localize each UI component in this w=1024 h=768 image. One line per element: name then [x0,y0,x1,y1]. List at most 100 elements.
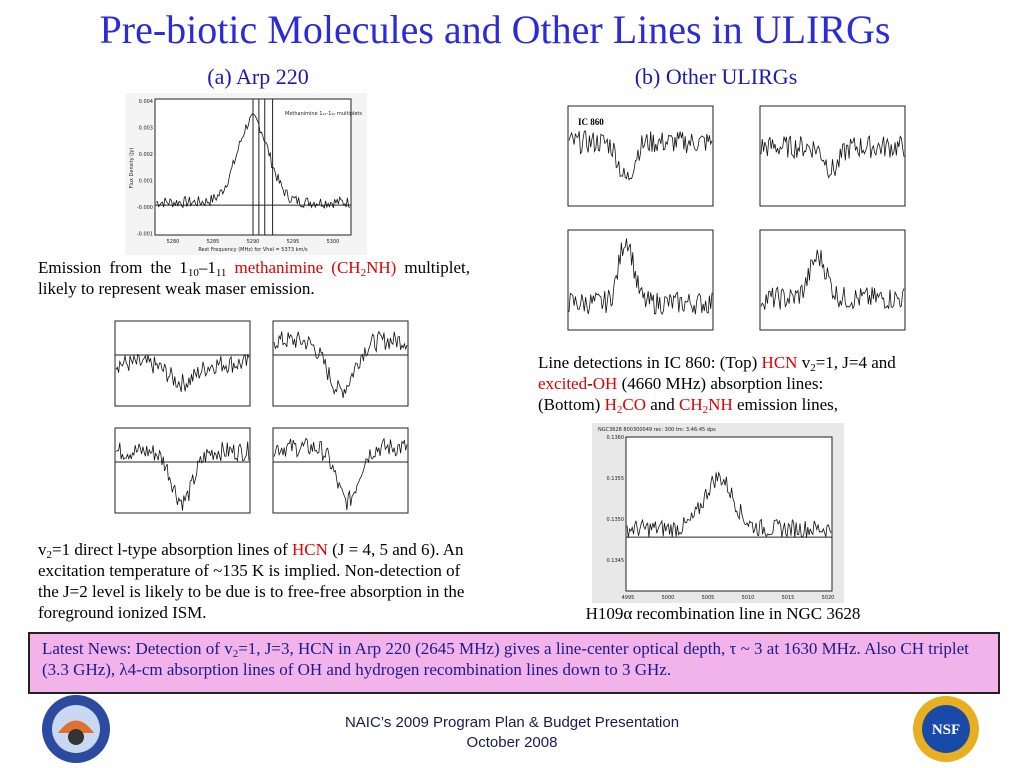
section-label: (a) Arp 220 [207,64,309,89]
axis-label: Flux Density (Jy) [129,147,135,188]
text-segment: NH [708,395,733,414]
tick-label: 0.1350 [607,517,625,523]
text-segment: 2 [46,549,53,561]
plot-frame [625,436,833,592]
naic-logo [42,695,110,763]
caption-line: excited-OH (4660 MHz) absorption lines: [538,373,978,394]
text-segment: excited [538,374,588,393]
spectrum-trace [568,238,713,315]
text-segment: NH) [366,258,397,277]
plot-header: NGC3628 800300049 rec: 300 tm: 3:46:45 d… [598,427,716,433]
tick-label: 0.004 [139,99,153,105]
caption-line: (Bottom) H2CO and CH2NH emission lines, [538,394,978,416]
axis-label: Rest Frequency (MHz) for Vhel = 5373 km/… [198,247,308,253]
tick-label: 5010 [742,595,755,601]
text-segment: (4660 MHz) absorption lines: [617,374,824,393]
text-segment: OH [592,374,618,393]
tick-label: 0.002 [139,152,153,158]
text-segment: H [604,395,617,414]
nsf-logo: NSF [913,696,979,762]
arp220-spectrum: Methanimine 1₁₁-1₁₀ multiplets 0.004 0.003… [125,93,367,255]
text-segment: - [587,374,593,393]
tick-label: 5005 [702,595,715,601]
tick-label: 5020 [822,595,835,601]
text-segment: (Bottom) [538,395,605,414]
tick-label: 0.001 [139,179,153,185]
tick-label: 0.1345 [607,558,625,564]
text-segment: CO [622,395,646,414]
spectrum-trace [626,471,832,538]
text-segment: –1 [198,258,216,277]
tick-label: 0.003 [139,126,153,132]
tick-label: 5295 [287,239,300,245]
ic860-spectra: IC 860 [567,105,906,331]
tick-label: -0.001 [137,232,153,238]
plot-frame [567,105,714,207]
text-segment: 11 [215,267,227,279]
news-box: Latest News: Detection of v2=1, J=3, HCN… [28,632,1000,694]
text-segment: 2 [616,404,623,416]
nsf-label: NSF [932,722,960,738]
ngc3628-spectrum: NGC3628 800300049 rec: 300 tm: 3:46:45 d… [592,423,844,603]
plot-frame [114,427,251,514]
spectrum-trace [760,135,905,179]
tick-label: 5290 [247,239,260,245]
plot-frame [759,105,906,207]
spectrum-trace [273,330,408,399]
spectrum-trace [115,441,250,511]
plot-label: Methanimine 1₁₁-1₁₀ multiplets [285,111,362,117]
tick-label: 4995 [622,595,635,601]
hcn-spectra [114,320,409,514]
plot-frame [272,427,409,514]
text-segment: multiplet, likely to represent weak mase… [38,258,470,298]
plot-frame [759,229,906,331]
spectrum-trace [568,130,713,181]
section-label: (b) Other ULIRGs [634,64,798,89]
text-segment: Emission from the 1 [38,258,188,277]
tick-label: 0.1360 [607,435,625,441]
caption: H109α recombination line in NGC 3628 [585,604,861,623]
spectrum-trace [115,353,250,392]
tick-label: 5015 [782,595,795,601]
spectrum-trace [273,437,408,511]
footer-line: NAIC’s 2009 Program Plan & Budget Presen… [344,714,680,731]
tick-label: 5285 [207,239,220,245]
spectrum-trace [760,249,905,310]
text-segment: 10 [187,267,199,279]
text-segment: (J = 4, 5 and 6). An excitation temperat… [38,540,465,622]
tick-label: -0.000 [137,205,153,211]
text-segment: emission lines, [732,395,839,414]
text-segment: and [646,395,680,414]
text-segment: v [38,540,47,559]
text-segment: =1, J=4 and [815,353,896,372]
text-segment: 2 [702,404,709,416]
text-segment: Latest News: Detection of v [42,639,233,658]
tick-label: 5000 [662,595,675,601]
text-segment: 2 [360,267,367,279]
text-segment: CH [679,395,703,414]
text-segment: =1 direct l-type absorption lines of [52,540,292,559]
text-segment: =1, J=3, HCN in Arp 220 (2645 MHz) gives… [42,639,969,679]
text-segment: v [797,353,811,372]
text-segment: methanimine (CH [226,258,361,277]
text-segment: 2 [232,648,239,660]
slide-title: Pre-biotic Molecules and Other Lines in … [99,7,891,52]
plot-frame [567,229,714,331]
plot-frame [272,320,409,407]
footer-line: October 2008 [466,734,558,751]
tick-label: 5300 [327,239,340,245]
text-segment: 2 [810,362,816,374]
text-segment: HCN [761,353,798,372]
footer: NAIC’s 2009 Program Plan & Budget Presen… [312,713,712,753]
caption: v2=1 direct l-type absorption lines of H… [38,539,484,623]
tick-label: 5280 [167,239,180,245]
caption: Emission from the 110–111 methanimine (C… [38,257,470,299]
panel-label: IC 860 [578,117,604,127]
text-segment: Line detections in IC 860: (Top) [538,353,762,372]
caption-line: Line detections in IC 860: (Top) HCN v2=… [538,352,978,374]
text-segment: HCN [291,540,328,559]
plot-frame [114,320,251,407]
caption: Line detections in IC 860: (Top) HCN v2=… [538,352,978,416]
tick-label: 0.1355 [607,476,625,482]
